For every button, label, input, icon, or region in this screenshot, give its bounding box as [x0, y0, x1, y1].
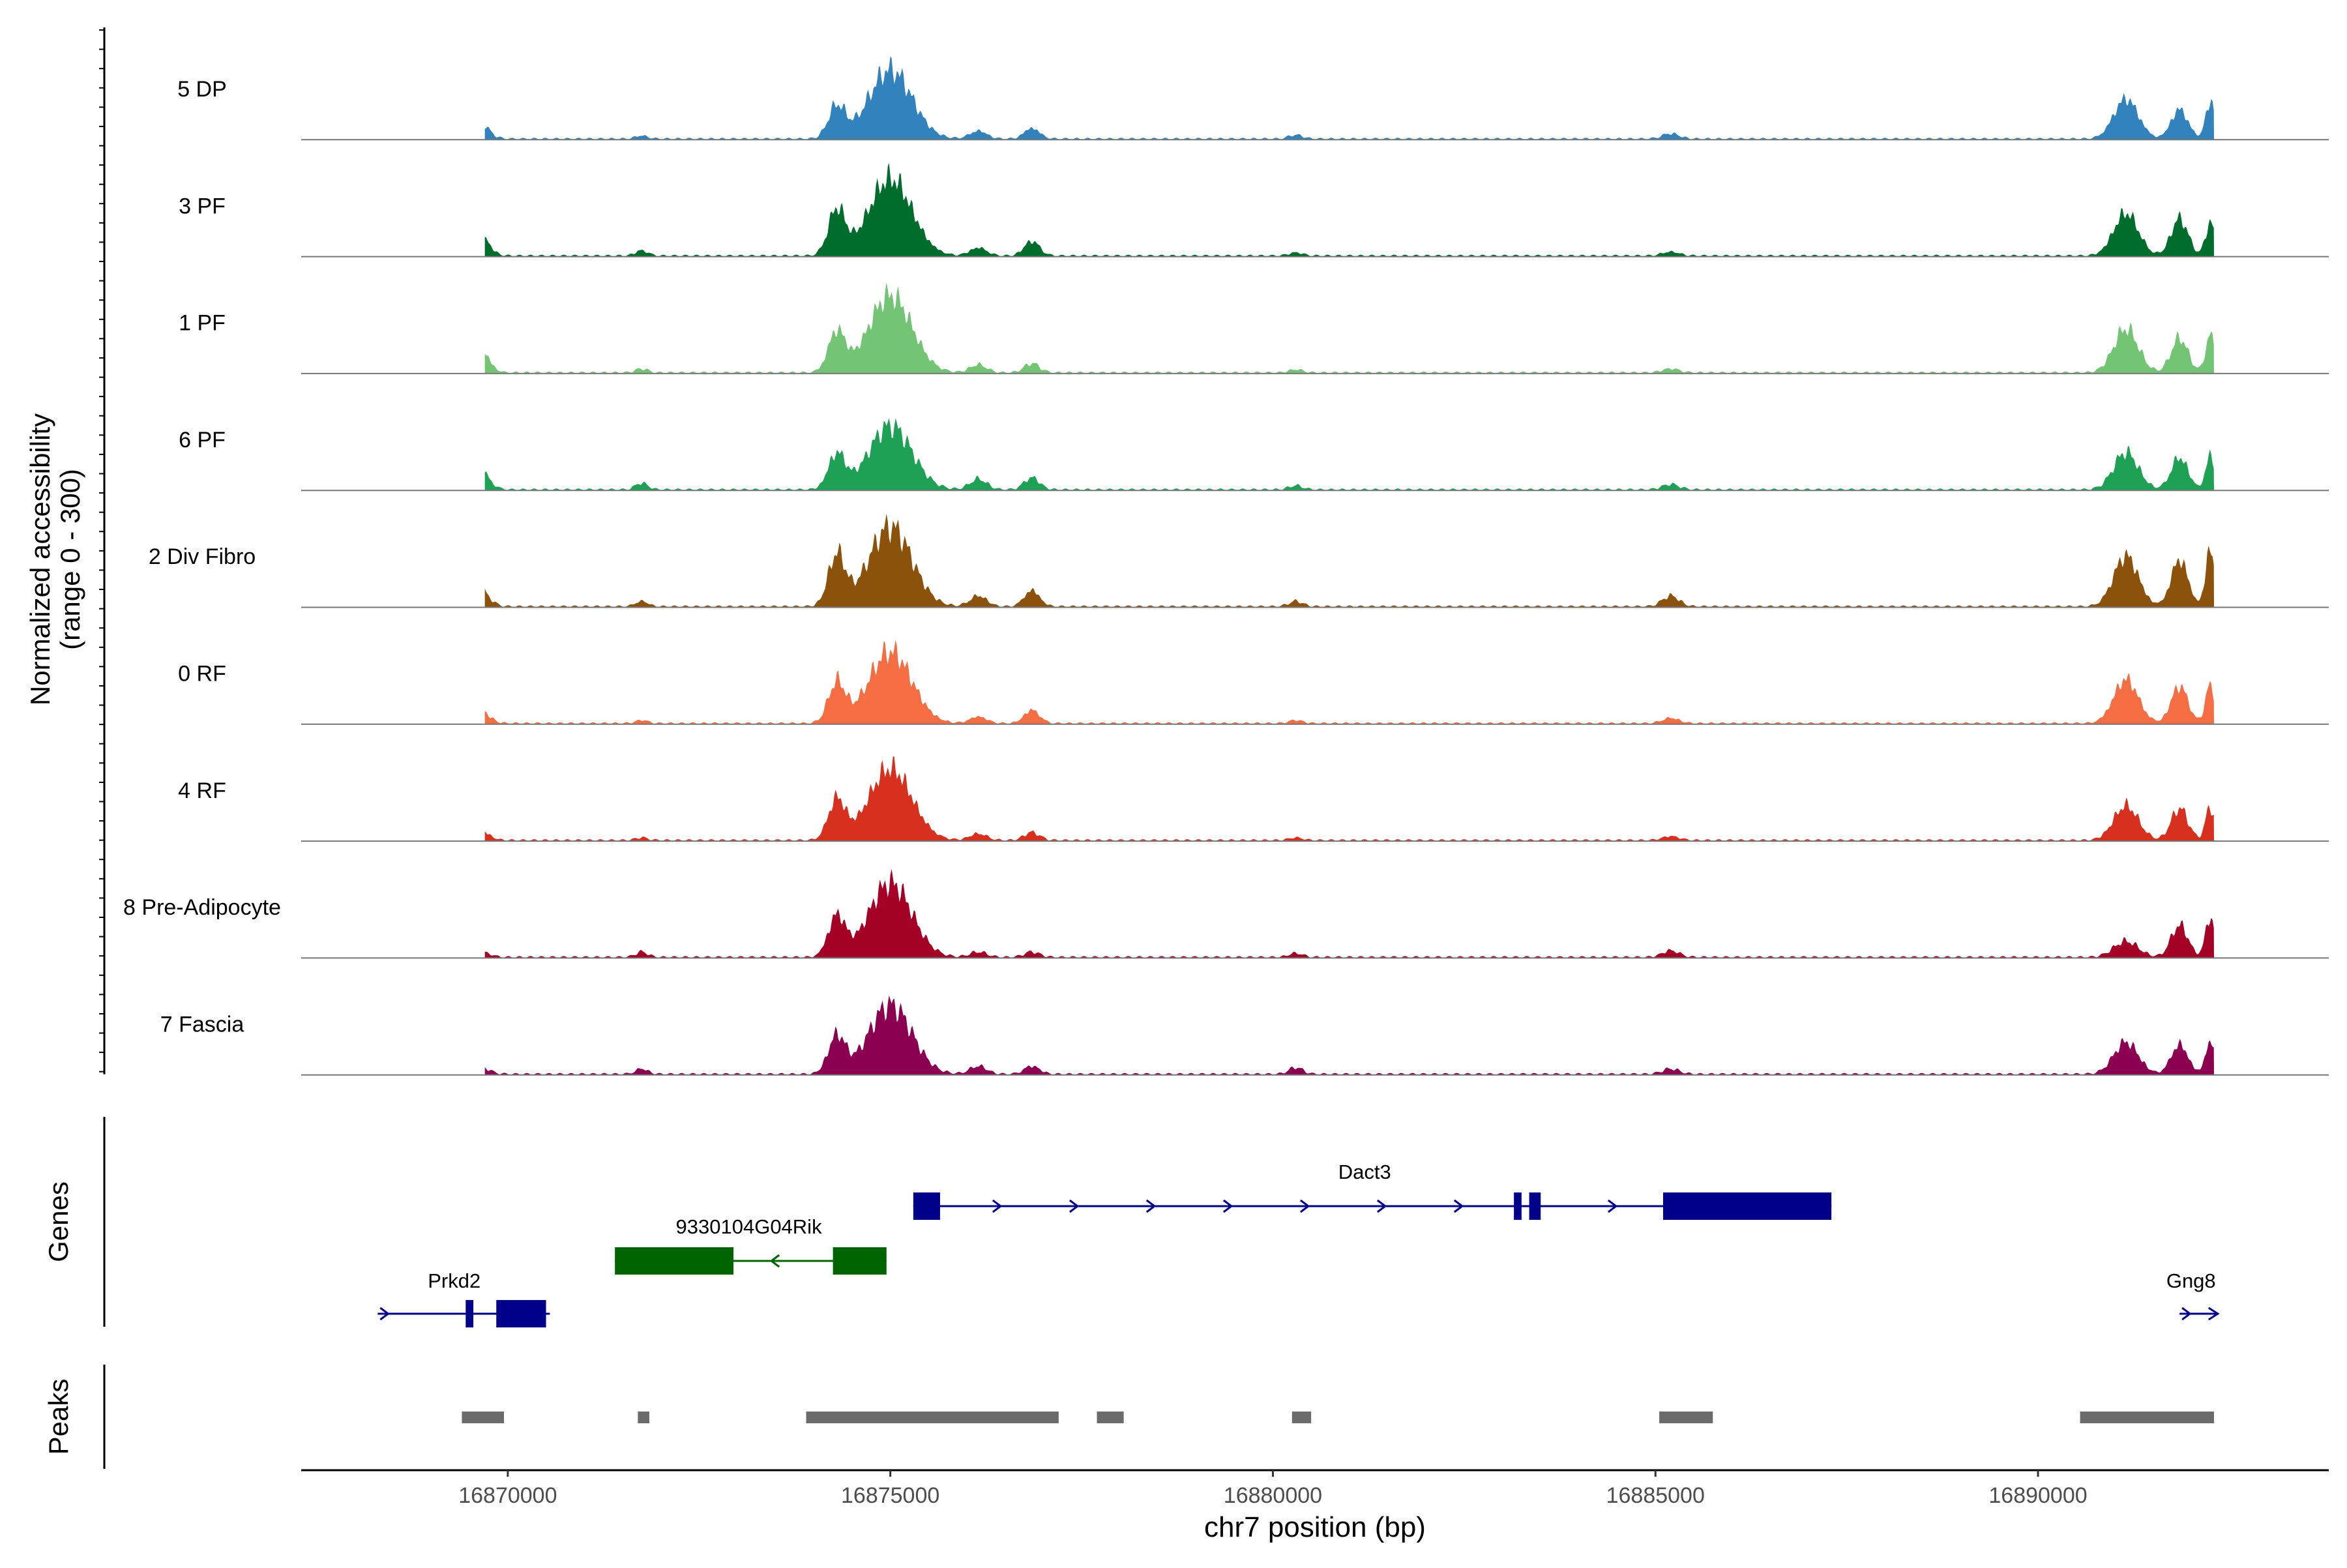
coverage-area — [484, 868, 2215, 958]
gene-label: Gng8 — [2166, 1269, 2216, 1292]
gene-exon — [1662, 1192, 1832, 1220]
strand-arrow — [1145, 1199, 1157, 1213]
coverage-area — [484, 640, 2215, 724]
coverage-area — [484, 56, 2215, 140]
track-label: 3 PF — [179, 194, 226, 218]
gene-exon — [615, 1247, 734, 1275]
peak-region — [806, 1412, 1059, 1423]
coverage-area — [484, 513, 2215, 608]
gene-label: Dact3 — [1338, 1161, 1391, 1183]
track-label: 2 Div Fibro — [149, 544, 256, 569]
track-label: 7 Fascia — [160, 1012, 244, 1037]
track-label: 8 Pre-Adipocyte — [123, 895, 281, 920]
strand-arrow — [1299, 1199, 1310, 1213]
track-2-div-fibro: 2 Div Fibro — [149, 513, 2329, 608]
peak-region — [2080, 1412, 2214, 1423]
track-7-fascia: 7 Fascia — [160, 995, 2329, 1076]
strand-arrow — [1069, 1199, 1080, 1213]
y-axis-label-line-2: (range 0 - 300) — [55, 469, 85, 650]
track-label: 5 DP — [177, 77, 227, 102]
gene-exon — [913, 1192, 940, 1220]
y-axis-label-line-1: Normalized accessibility — [25, 413, 55, 705]
track-3-pf: 3 PF — [179, 162, 2329, 258]
track-label: 0 RF — [178, 662, 226, 687]
coverage-area — [484, 756, 2215, 842]
strand-arrow — [2181, 1307, 2192, 1321]
track-6-pf: 6 PF — [179, 418, 2329, 492]
gene-gng8: Gng8 — [2166, 1269, 2220, 1321]
strand-arrow — [992, 1199, 1003, 1213]
y-axis-label: Normalized accessibility (range 0 - 300) — [25, 413, 85, 705]
gene-exon — [1529, 1192, 1541, 1220]
gene-exon — [833, 1247, 887, 1275]
peak-regions — [462, 1412, 2214, 1423]
peak-region — [1659, 1412, 1713, 1423]
track-label: 4 RF — [178, 778, 226, 803]
peak-region — [1097, 1412, 1124, 1423]
gene-exon — [465, 1300, 474, 1327]
x-tick-label: 16880000 — [1224, 1483, 1322, 1508]
peak-region — [638, 1412, 649, 1423]
strand-arrow — [379, 1307, 390, 1321]
gene-exon — [1514, 1192, 1522, 1220]
strand-arrow — [769, 1254, 780, 1268]
genes-panel: Genes Dact3 9330104G04Rik Prkd2 Gng8 — [43, 1117, 2220, 1327]
track-1-pf: 1 PF — [179, 282, 2329, 374]
track-label: 6 PF — [179, 428, 226, 452]
gene-dact3: Dact3 — [913, 1161, 1832, 1220]
peak-region — [1292, 1412, 1312, 1423]
x-axis-title: chr7 position (bp) — [1204, 1511, 1426, 1543]
gene-prkd2: Prkd2 — [377, 1269, 550, 1327]
peaks-panel: Peaks — [43, 1365, 2214, 1469]
x-tick-label: 16870000 — [458, 1483, 557, 1508]
x-tick-label: 16890000 — [1988, 1483, 2087, 1508]
coverage-area — [484, 995, 2215, 1075]
peaks-panel-label: Peaks — [43, 1379, 74, 1455]
coverage-area — [484, 418, 2215, 491]
gene-9330104g04rik: 9330104G04Rik — [615, 1215, 887, 1275]
gene-exon — [496, 1300, 546, 1327]
x-tick-label: 16885000 — [1606, 1483, 1705, 1508]
x-tick-label: 16875000 — [841, 1483, 939, 1508]
strand-arrow — [1376, 1199, 1387, 1213]
peak-region — [462, 1412, 504, 1423]
strand-arrow — [1222, 1199, 1233, 1213]
track-0-rf: 0 RF — [178, 640, 2329, 725]
track-5-dp: 5 DP — [177, 56, 2329, 141]
track-8-pre-adipocyte: 8 Pre-Adipocyte — [123, 868, 2329, 959]
coverage-y-axis — [99, 27, 106, 1074]
strand-arrow — [2208, 1307, 2220, 1321]
genes-panel-label: Genes — [43, 1181, 74, 1262]
gene-label: Prkd2 — [428, 1269, 480, 1292]
gene-label: 9330104G04Rik — [676, 1215, 823, 1238]
coverage-tracks: 5 DP 3 PF 1 PF 6 PF 2 Div Fibro 0 RF 4 RF 8 Pre… — [123, 56, 2329, 1076]
track-label: 1 PF — [179, 311, 226, 336]
x-axis: 16870000 16875000 16880000 16885000 16890000… — [301, 1469, 2329, 1543]
x-ticks: 16870000 16875000 16880000 16885000 16890000 — [458, 1470, 2088, 1508]
coverage-area — [484, 162, 2215, 257]
coverage-area — [484, 282, 2215, 374]
gene-models: Dact3 9330104G04Rik Prkd2 Gng8 — [377, 1161, 2220, 1327]
strand-arrow — [1453, 1199, 1464, 1213]
strand-arrow — [1607, 1199, 1618, 1213]
track-4-rf: 4 RF — [178, 756, 2329, 842]
